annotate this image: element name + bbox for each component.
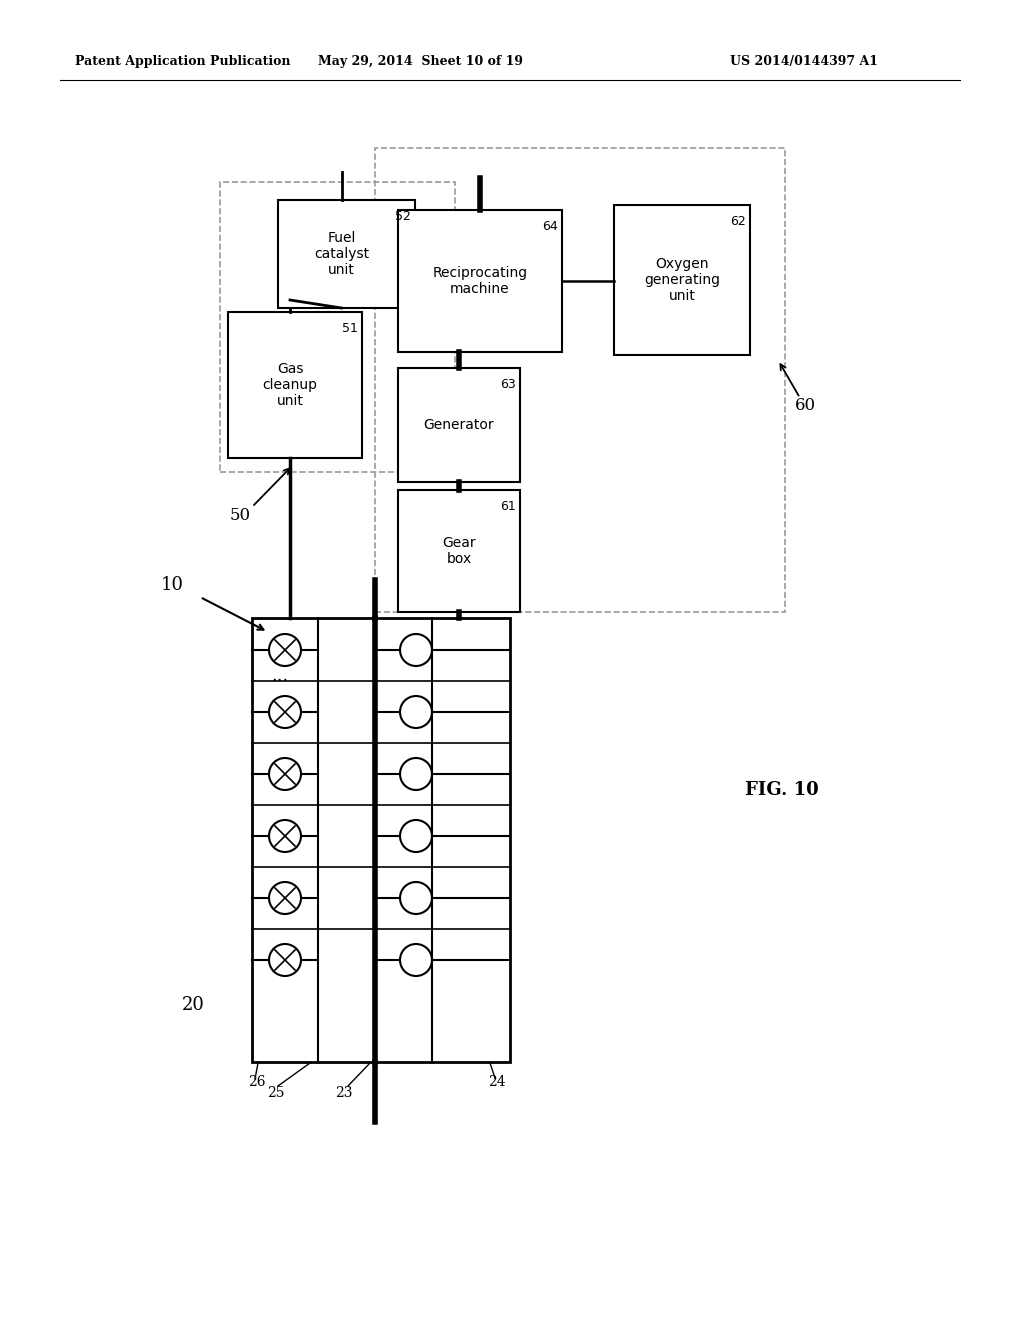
Text: 61: 61 (501, 500, 516, 513)
Text: 25: 25 (267, 1086, 285, 1100)
Text: US 2014/0144397 A1: US 2014/0144397 A1 (730, 55, 878, 69)
Text: 24: 24 (488, 1074, 506, 1089)
Text: Gear
box: Gear box (442, 536, 476, 566)
Bar (398, 490, 520, 612)
Text: 63: 63 (501, 378, 516, 391)
Bar (220, 182, 455, 473)
Text: 20: 20 (181, 997, 205, 1014)
Text: 52: 52 (395, 210, 411, 223)
Text: Fuel
catalyst
unit: Fuel catalyst unit (314, 231, 369, 277)
Text: Reciprocating
machine: Reciprocating machine (432, 265, 527, 296)
Text: 62: 62 (730, 215, 746, 228)
Bar (278, 201, 415, 308)
Bar (375, 148, 785, 612)
Text: May 29, 2014  Sheet 10 of 19: May 29, 2014 Sheet 10 of 19 (317, 55, 522, 69)
Text: 26: 26 (248, 1074, 265, 1089)
Bar (252, 618, 510, 1063)
Text: 60: 60 (795, 396, 816, 413)
Text: Patent Application Publication: Patent Application Publication (75, 55, 291, 69)
Bar (398, 210, 562, 352)
Bar (614, 205, 750, 355)
Text: Oxygen
generating
unit: Oxygen generating unit (644, 257, 720, 304)
Text: 23: 23 (335, 1086, 352, 1100)
Text: FIG. 10: FIG. 10 (745, 781, 819, 799)
Bar (398, 368, 520, 482)
Text: ...: ... (271, 667, 289, 685)
Text: 64: 64 (543, 220, 558, 234)
Bar (228, 312, 362, 458)
Text: 50: 50 (230, 507, 251, 524)
Text: Gas
cleanup
unit: Gas cleanup unit (262, 362, 317, 408)
Text: Generator: Generator (424, 418, 495, 432)
Text: 10: 10 (161, 576, 183, 594)
Text: 51: 51 (342, 322, 358, 335)
